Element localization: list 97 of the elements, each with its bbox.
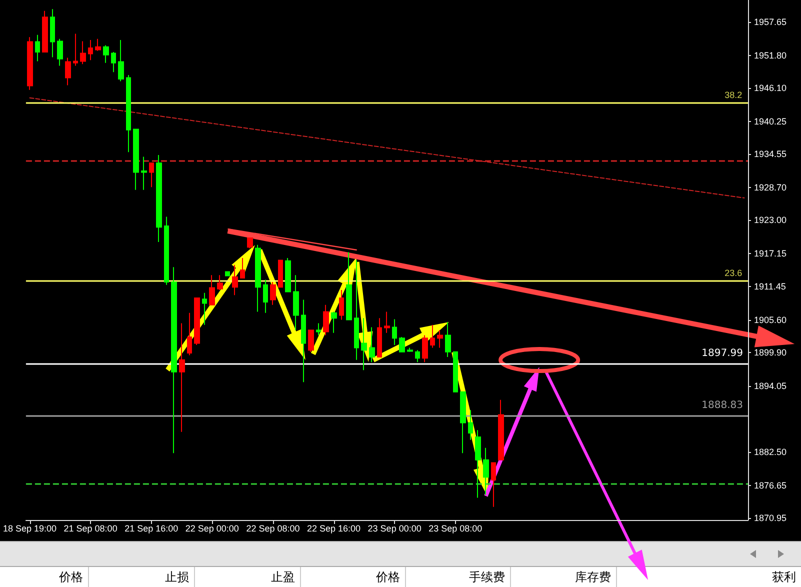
candlestick bbox=[209, 274, 215, 306]
candlestick bbox=[263, 279, 268, 314]
y-tick-label: 1894.05 bbox=[754, 380, 787, 391]
candlestick bbox=[149, 162, 154, 188]
candlestick bbox=[483, 447, 489, 496]
candlestick bbox=[491, 462, 496, 508]
candlestick bbox=[377, 318, 382, 358]
candlestick bbox=[202, 292, 207, 326]
y-tick-label: 1917.15 bbox=[754, 248, 787, 259]
x-tick-label: 22 Sep 16:00 bbox=[306, 524, 361, 534]
candlestick bbox=[126, 74, 131, 153]
candlestick bbox=[293, 274, 299, 331]
candlestick bbox=[316, 322, 321, 336]
text: 止盈 bbox=[194, 567, 300, 587]
y-tick-label: 1951.80 bbox=[754, 50, 787, 60]
candlestick bbox=[460, 391, 466, 454]
candlestick bbox=[232, 264, 238, 296]
candlestick bbox=[407, 347, 413, 352]
candlestick bbox=[331, 311, 337, 334]
text: 手续费 bbox=[405, 567, 510, 587]
x-tick-label: 23 Sep 00:00 bbox=[368, 524, 422, 534]
candlestick bbox=[95, 38, 101, 52]
y-tick-label: 1876.65 bbox=[754, 480, 787, 490]
candlestick bbox=[240, 258, 245, 279]
candlestick bbox=[156, 154, 162, 242]
candlestick bbox=[50, 8, 55, 58]
text: 获利 bbox=[616, 567, 801, 587]
candlestick bbox=[415, 350, 420, 363]
candlestick bbox=[164, 216, 169, 286]
candlestick bbox=[103, 44, 109, 64]
candlestick bbox=[225, 271, 230, 276]
candlestick bbox=[430, 324, 435, 348]
candlestick bbox=[179, 322, 185, 432]
text: 价格 bbox=[300, 567, 405, 587]
candlestick bbox=[354, 260, 359, 360]
y-tick-label: 1882.50 bbox=[754, 446, 787, 457]
annotation: 38.2 bbox=[724, 90, 742, 100]
text: 止损 bbox=[88, 567, 194, 587]
candlestick bbox=[392, 318, 397, 346]
candlestick bbox=[141, 156, 147, 190]
candlestick bbox=[339, 290, 344, 320]
y-tick-label: 1870.95 bbox=[754, 513, 787, 523]
y-tick-label: 1957.65 bbox=[754, 17, 787, 28]
ref-line-label: 1888.83 bbox=[702, 400, 743, 412]
candlestick bbox=[475, 430, 481, 498]
candlestick bbox=[437, 330, 443, 348]
x-tick-label: 21 Sep 08:00 bbox=[64, 524, 118, 534]
text: 价格 bbox=[58, 569, 84, 586]
candlestick bbox=[285, 258, 291, 292]
candlestick bbox=[217, 274, 223, 291]
x-tick-label: 21 Sep 16:00 bbox=[124, 524, 178, 534]
y-tick-label: 1905.60 bbox=[754, 314, 787, 325]
x-tick-label: 22 Sep 00:00 bbox=[185, 524, 239, 534]
candlestick bbox=[323, 304, 329, 336]
candlestick bbox=[194, 298, 200, 346]
candlestick bbox=[453, 351, 458, 392]
candlestick bbox=[301, 299, 306, 383]
candlestick bbox=[27, 36, 33, 90]
candlestick bbox=[171, 266, 177, 454]
candlestick bbox=[133, 128, 139, 190]
candlestick bbox=[65, 57, 71, 86]
y-tick-label: 1946.10 bbox=[754, 83, 787, 94]
y-tick-label: 1923.00 bbox=[754, 215, 787, 226]
candlestick bbox=[422, 334, 428, 363]
x-tick-label: 18 Sep 19:00 bbox=[2, 524, 57, 534]
ref-line-label: 1897.99 bbox=[702, 348, 743, 359]
candlestick bbox=[73, 33, 78, 66]
candlestick bbox=[42, 10, 48, 53]
candlestick bbox=[445, 322, 451, 358]
candlestick bbox=[270, 282, 276, 306]
y-tick-label: 1934.55 bbox=[754, 149, 787, 160]
candlestick bbox=[255, 244, 261, 312]
text: 库存费 bbox=[510, 567, 616, 587]
candlestick bbox=[247, 237, 253, 249]
candlestick bbox=[308, 330, 314, 352]
y-tick-label: 1911.45 bbox=[754, 281, 786, 292]
candlestick bbox=[399, 336, 405, 352]
x-tick-label: 22 Sep 08:00 bbox=[246, 524, 300, 534]
y-tick-label: 1899.90 bbox=[754, 347, 787, 358]
candlestick bbox=[88, 40, 93, 61]
x-tick-label: 23 Sep 08:00 bbox=[428, 524, 482, 534]
candlestick bbox=[498, 399, 504, 460]
candlestick bbox=[369, 326, 375, 363]
candlestick bbox=[35, 34, 40, 62]
candlestick bbox=[187, 312, 192, 356]
annotation: 23.6 bbox=[724, 268, 742, 278]
candlestick bbox=[468, 410, 473, 440]
candlestick bbox=[57, 38, 63, 66]
candlestick bbox=[361, 318, 367, 371]
y-tick-label: 1940.25 bbox=[754, 116, 787, 127]
candlestick bbox=[346, 252, 352, 320]
candlestick bbox=[111, 52, 116, 73]
candlestick bbox=[80, 40, 86, 65]
y-tick-label: 1928.70 bbox=[754, 182, 787, 193]
candlestick bbox=[384, 311, 390, 334]
candlestick bbox=[118, 40, 124, 82]
candlestick bbox=[278, 260, 283, 288]
